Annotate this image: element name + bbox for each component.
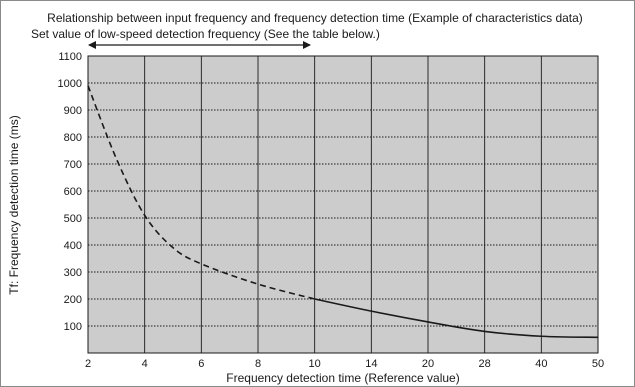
- y-tick-label: 900: [64, 105, 82, 117]
- x-tick-label: 28: [479, 358, 491, 370]
- x-tick-label: 4: [142, 358, 148, 370]
- y-tick-label: 1000: [58, 78, 82, 90]
- y-tick-label: 600: [64, 186, 82, 198]
- series-layer: [87, 85, 599, 339]
- x-tick-label: 2: [85, 358, 91, 370]
- y-tick-label: 800: [64, 132, 82, 144]
- series-line-solid: [314, 298, 599, 339]
- x-tick-label: 10: [309, 358, 321, 370]
- y-tick-label: 1100: [58, 51, 82, 63]
- y-tick-label: 500: [64, 213, 82, 225]
- y-axis-label: Tf: Frequency detection time (ms): [7, 115, 21, 294]
- grid: [88, 56, 598, 353]
- chart-title: Relationship between input frequency and…: [47, 11, 583, 25]
- x-tick-label: 6: [198, 358, 204, 370]
- y-tick-label: 700: [64, 159, 82, 171]
- x-tick-label: 14: [365, 358, 377, 370]
- x-axis-label: Frequency detection time (Reference valu…: [226, 371, 459, 385]
- x-tick-label: 50: [592, 358, 604, 370]
- x-tick-label: 40: [535, 358, 547, 370]
- y-tick-label: 400: [64, 240, 82, 252]
- y-tick-label: 200: [64, 294, 82, 306]
- y-tick-label: 100: [64, 321, 82, 333]
- plot-area: [87, 55, 599, 354]
- series-line-dashed: [87, 85, 315, 300]
- x-tick-label: 20: [422, 358, 434, 370]
- x-tick-label: 8: [255, 358, 261, 370]
- axis-ticks: 2 4 6 8 10 14 20 28 40 50 100 200 300 400 500 600 700 800…: [58, 51, 605, 370]
- y-tick-label: 300: [64, 267, 82, 279]
- chart-annotation: Set value of low-speed detection frequen…: [31, 27, 380, 41]
